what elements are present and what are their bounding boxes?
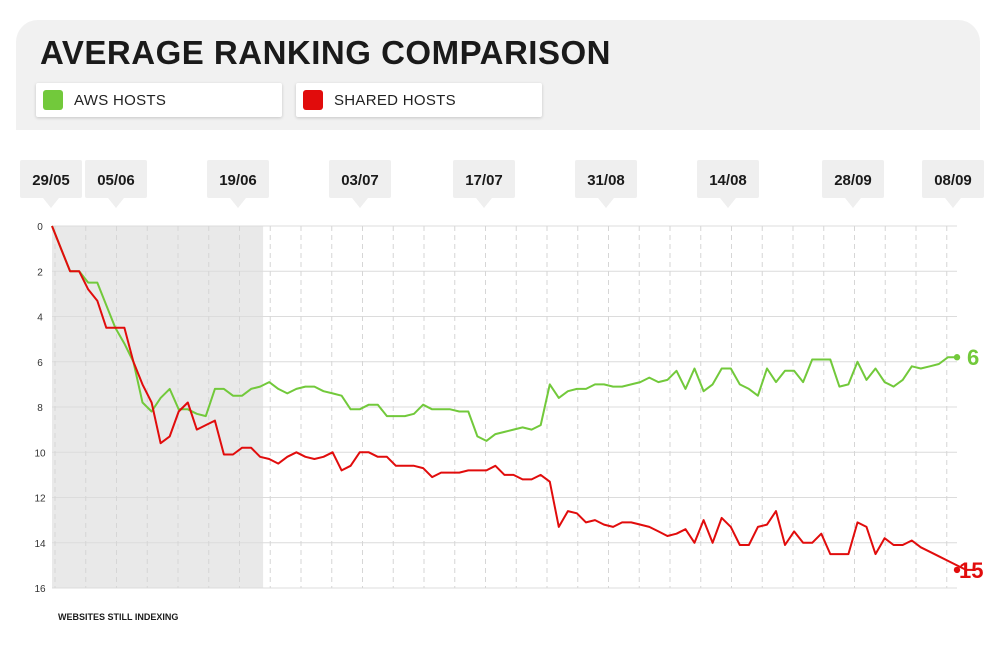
date-marker-label: 28/09 bbox=[834, 172, 872, 189]
legend-item-aws: AWS HOSTS bbox=[36, 83, 282, 117]
y-tick-label: 12 bbox=[34, 494, 46, 505]
date-marker-box bbox=[207, 160, 269, 198]
date-marker-box bbox=[85, 160, 147, 198]
date-marker: 05/06 bbox=[85, 160, 147, 208]
date-marker-label: 31/08 bbox=[587, 172, 625, 189]
end-label-aws: 6 bbox=[967, 345, 979, 370]
date-marker-label: 29/05 bbox=[32, 172, 70, 189]
date-marker-box bbox=[822, 160, 884, 198]
end-point bbox=[953, 566, 961, 574]
date-marker-label: 19/06 bbox=[219, 172, 257, 189]
date-marker: 03/07 bbox=[329, 160, 391, 208]
date-marker-label: 08/09 bbox=[934, 172, 972, 189]
date-marker-box bbox=[697, 160, 759, 198]
date-marker-pointer bbox=[598, 198, 614, 208]
date-marker-pointer bbox=[845, 198, 861, 208]
date-marker-box bbox=[20, 160, 82, 198]
date-marker: 08/09 bbox=[922, 160, 984, 208]
y-tick-label: 4 bbox=[37, 313, 43, 324]
date-marker-pointer bbox=[230, 198, 246, 208]
chart-title: AVERAGE RANKING COMPARISON bbox=[40, 34, 611, 71]
date-marker-pointer bbox=[720, 198, 736, 208]
date-marker: 17/07 bbox=[453, 160, 515, 208]
legend-swatch-aws bbox=[43, 90, 63, 110]
date-marker: 31/08 bbox=[575, 160, 637, 208]
date-marker-pointer bbox=[945, 198, 961, 208]
date-marker-box bbox=[922, 160, 984, 198]
y-tick-label: 2 bbox=[37, 267, 43, 278]
series-line-shared bbox=[51, 225, 976, 571]
series-line-aws bbox=[51, 225, 957, 442]
date-marker-pointer bbox=[108, 198, 124, 208]
date-marker-pointer bbox=[43, 198, 59, 208]
date-marker: 28/09 bbox=[822, 160, 884, 208]
date-marker: 14/08 bbox=[697, 160, 759, 208]
date-marker-label: 14/08 bbox=[709, 172, 747, 189]
date-marker: 29/05 bbox=[20, 160, 82, 208]
y-tick-label: 8 bbox=[37, 403, 43, 414]
indexing-annotation: WEBSITES STILL INDEXING bbox=[58, 612, 178, 622]
date-marker: 19/06 bbox=[207, 160, 269, 208]
legend-label-shared: SHARED HOSTS bbox=[334, 92, 456, 109]
date-marker-pointer bbox=[352, 198, 368, 208]
date-marker-label: 17/07 bbox=[465, 172, 503, 189]
legend-swatch-shared bbox=[303, 90, 323, 110]
y-tick-label: 16 bbox=[34, 584, 46, 595]
date-marker-box bbox=[453, 160, 515, 198]
date-marker-label: 05/06 bbox=[97, 172, 135, 189]
end-label-shared: 15 bbox=[959, 558, 983, 583]
y-tick-label: 6 bbox=[37, 358, 43, 369]
end-point bbox=[953, 354, 961, 361]
y-tick-label: 10 bbox=[34, 448, 46, 459]
y-tick-label: 14 bbox=[34, 539, 46, 550]
legend-item-shared: SHARED HOSTS bbox=[296, 83, 542, 117]
date-marker-box bbox=[329, 160, 391, 198]
date-marker-box bbox=[575, 160, 637, 198]
date-marker-pointer bbox=[476, 198, 492, 208]
legend-label-aws: AWS HOSTS bbox=[74, 92, 167, 109]
date-marker-label: 03/07 bbox=[341, 172, 379, 189]
y-tick-label: 0 bbox=[37, 222, 43, 233]
